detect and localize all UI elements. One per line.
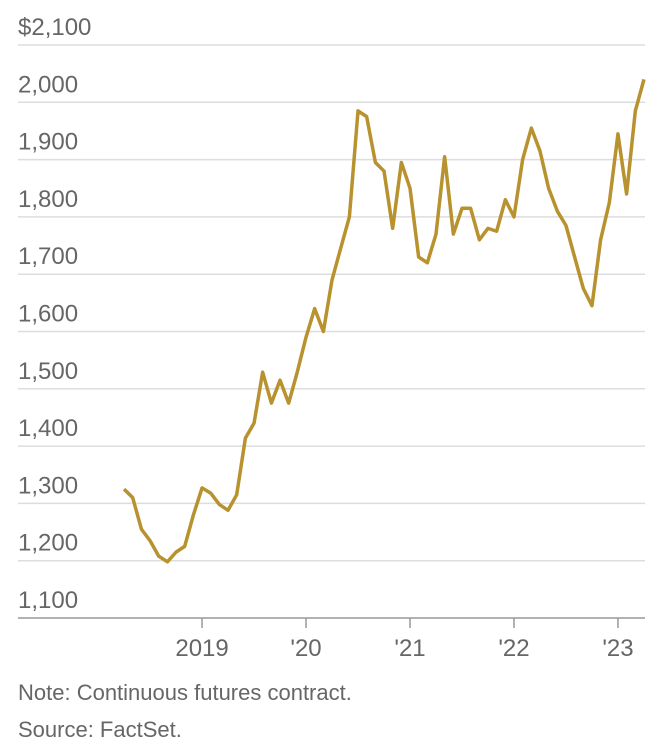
y-tick-label: 1,400 (18, 415, 78, 442)
x-tick-label: '23 (602, 635, 633, 662)
y-tick-label: 2,000 (18, 71, 78, 98)
x-tick-label: '20 (290, 635, 321, 662)
x-tick-label: '21 (394, 635, 425, 662)
y-tick-label: $2,100 (18, 14, 91, 41)
x-tick-label: '22 (498, 635, 529, 662)
y-tick-label: 1,500 (18, 358, 78, 385)
y-tick-label: 1,600 (18, 301, 78, 328)
y-tick-label: 1,700 (18, 243, 78, 270)
y-tick-label: 1,300 (18, 472, 78, 499)
y-tick-label: 1,200 (18, 530, 78, 557)
x-tick-label: 2019 (175, 635, 228, 662)
y-tick-label: 1,100 (18, 587, 78, 614)
y-tick-label: 1,800 (18, 186, 78, 213)
price-line (122, 78, 646, 564)
note: Note: Continuous futures contract. (18, 680, 352, 705)
source: Source: FactSet. (18, 717, 182, 742)
y-tick-label: 1,900 (18, 129, 78, 156)
